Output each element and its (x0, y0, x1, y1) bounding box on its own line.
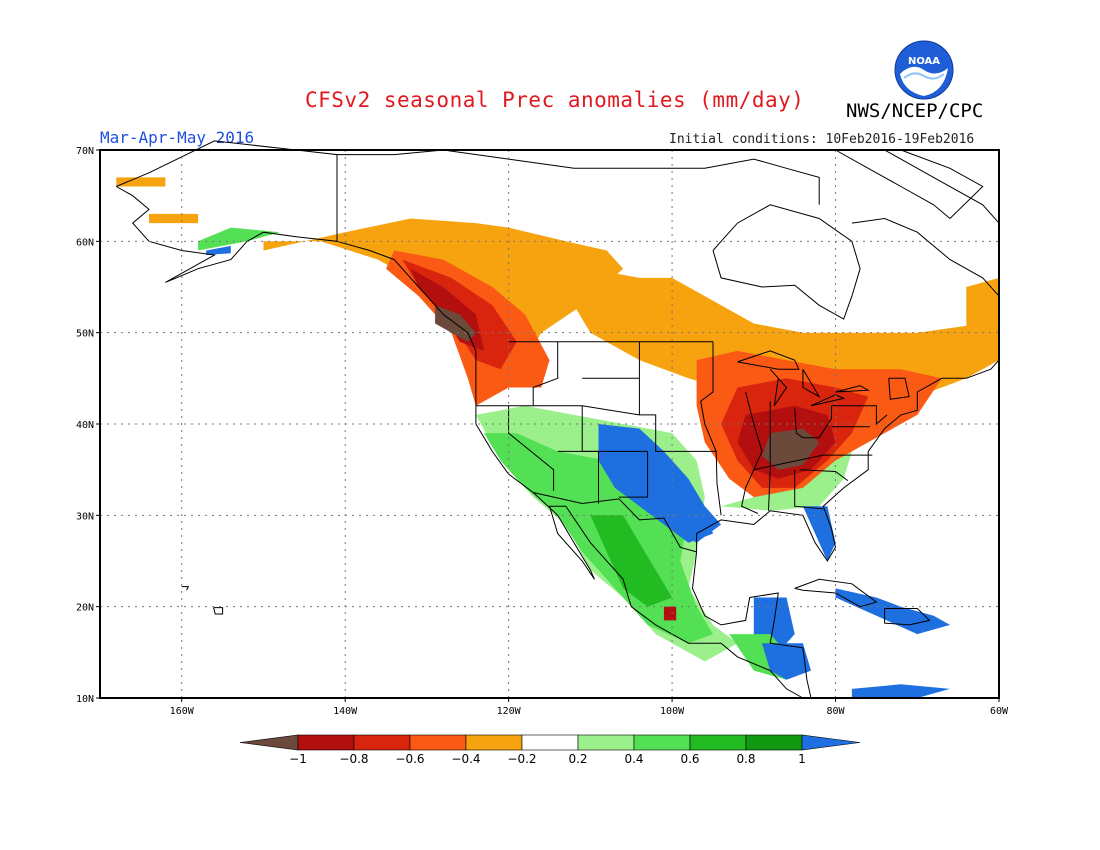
graticule (100, 150, 999, 698)
coastline-segment (181, 586, 190, 591)
colorbar-arrow-low (239, 734, 299, 751)
colorbar-segment (353, 734, 411, 751)
anomaly-orange-akpen (116, 177, 166, 187)
colorbar-segment (577, 734, 635, 751)
coastline-segment (769, 368, 788, 406)
anomaly-orange-aksw (149, 213, 199, 224)
latitude-label: 40N (76, 420, 94, 431)
colorbar-tick-label: −0.6 (395, 752, 424, 766)
latitude-label: 60N (76, 237, 94, 248)
coastline-segment (831, 405, 888, 426)
longitude-label: 60W (990, 706, 1009, 717)
colorbar-tick-label: −0.8 (339, 752, 368, 766)
coastline-segment (475, 405, 722, 516)
coastlines (116, 140, 1000, 699)
latitude-label: 20N (76, 603, 94, 614)
longitude-label: 140W (333, 706, 358, 717)
longitude-label: 120W (497, 706, 522, 717)
anomaly-green-ak (198, 227, 280, 251)
coastline-segment (508, 405, 555, 491)
coastline-segment (794, 578, 878, 608)
anomaly-blue-camerica (762, 643, 811, 680)
colorbar-segment (633, 734, 691, 751)
coastline-segment (810, 394, 846, 407)
agency-label: NWS/NCEP/CPC (846, 100, 984, 122)
colorbar-tick-label: −0.4 (451, 752, 480, 766)
colorbar-tick-label: 0.8 (736, 752, 755, 766)
colorbar-segment (745, 734, 803, 751)
coastline-segment (794, 469, 824, 510)
colorbar-tick-label: 0.4 (624, 752, 643, 766)
colorbar-tick-label: 1 (798, 752, 806, 766)
anomaly-fields (116, 177, 999, 698)
coastline-segment (712, 204, 861, 320)
noaa-logo-icon: NOAA (894, 40, 954, 100)
coastline-segment (753, 454, 873, 471)
coastline-segment (794, 405, 832, 439)
colorbar-tick-label: 0.6 (680, 752, 699, 766)
anomaly-dkgreen-mex (590, 515, 673, 607)
anomaly-dkred-mex (663, 606, 677, 621)
period-label: Mar-Apr-May 2016 (100, 128, 255, 147)
latitude-label: 70N (76, 146, 94, 157)
longitude-label: 80W (827, 706, 846, 717)
coastline-segment (336, 240, 804, 699)
longitude-label: 160W (170, 706, 195, 717)
coastline-segment (768, 401, 771, 511)
coastline-segment (888, 377, 910, 400)
coastline-segment (737, 350, 800, 370)
longitude-label: 100W (660, 706, 685, 717)
colorbar-tick-label: −1 (289, 752, 307, 766)
longitude-labels: 160W 140W 120W 100W 80W 60W (170, 698, 1009, 717)
coastline-segment (700, 341, 717, 452)
colorbar-segment (409, 734, 467, 751)
colorbar-segment (521, 734, 579, 751)
latitude-label: 50N (76, 329, 94, 340)
latitude-labels: 70N 60N 50N 40N 30N 20N 10N (76, 146, 100, 705)
colorbar-segment (465, 734, 523, 751)
colorbar-segment (689, 734, 747, 751)
coastline-segment (532, 341, 559, 406)
anomaly-blue-sa (851, 684, 950, 698)
coastline-segment (337, 149, 820, 205)
anomaly-ltgreen-se (721, 451, 852, 511)
initial-conditions-label: Initial conditions: 10Feb2016-19Feb2016 (669, 132, 975, 147)
noaa-logo-text: NOAA (908, 56, 940, 67)
coastline-segment (696, 359, 1000, 562)
anomaly-blue-fl (802, 506, 836, 561)
colorbar-tick-label: 0.2 (568, 752, 587, 766)
coastline-segment (835, 385, 870, 393)
latitude-label: 10N (76, 694, 94, 705)
coastline-segment (835, 149, 984, 220)
coastline-segment (884, 149, 1000, 224)
coastline-segment (802, 368, 821, 398)
anomaly-orange-ne (966, 277, 999, 333)
chart-title: CFSv2 seasonal Prec anomalies (mm/day) (305, 88, 805, 112)
colorbar-segment (297, 734, 355, 751)
colorbar-arrow-high (801, 734, 861, 751)
anomaly-blue-ak (206, 245, 231, 255)
coastline-segment (619, 451, 649, 498)
coastline-segment (884, 608, 931, 626)
coastline-segment (533, 492, 697, 553)
coastline-segment (213, 607, 224, 615)
colorbar-tick-label: −0.2 (507, 752, 536, 766)
coastline-segment (691, 551, 812, 699)
coastline-segment (800, 469, 849, 482)
latitude-label: 30N (76, 511, 94, 522)
anomaly-blue-tx (672, 506, 722, 543)
